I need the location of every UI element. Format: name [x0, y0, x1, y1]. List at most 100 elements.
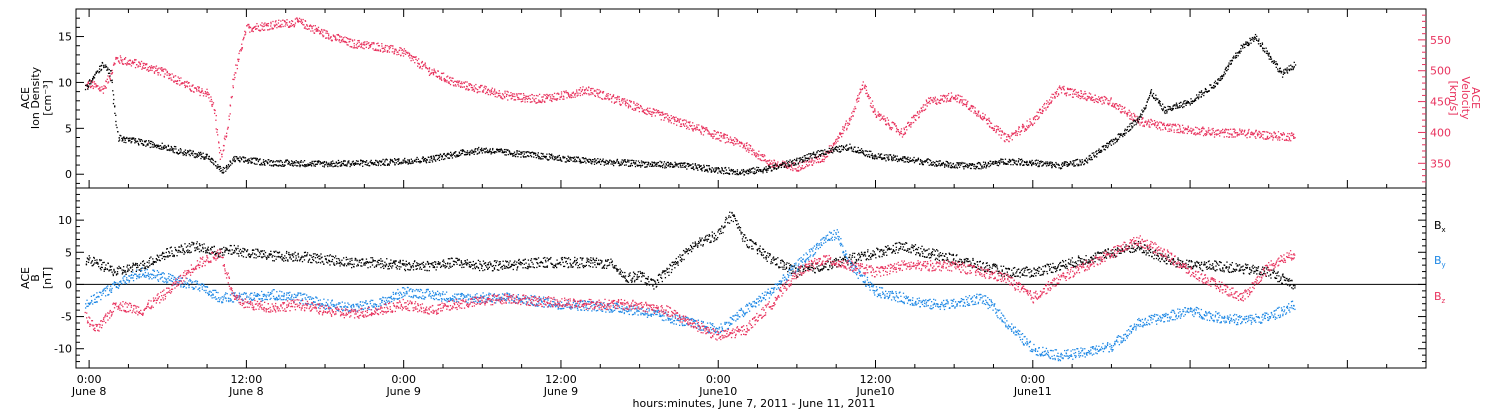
density-point — [752, 172, 755, 174]
density-point — [538, 156, 540, 158]
velocity-point — [1001, 130, 1003, 132]
velocity-point — [326, 32, 329, 34]
velocity-point — [357, 40, 359, 42]
density-point — [121, 140, 123, 142]
density-point — [177, 153, 179, 155]
velocity-point — [261, 25, 263, 27]
velocity-point — [568, 95, 570, 97]
velocity-point — [155, 65, 158, 67]
velocity-point — [353, 39, 356, 41]
velocity-point — [407, 52, 409, 55]
velocity-point — [627, 107, 630, 109]
density-point — [695, 165, 697, 167]
velocity-point — [731, 142, 734, 144]
density-point — [1166, 110, 1168, 113]
velocity-point — [563, 90, 565, 93]
velocity-point — [678, 121, 680, 123]
velocity-point — [426, 68, 429, 70]
density-point — [185, 153, 187, 155]
velocity-point — [599, 90, 602, 92]
density-point — [636, 164, 638, 166]
density-point — [889, 154, 892, 156]
velocity-point — [1149, 126, 1151, 128]
velocity-point — [1186, 128, 1189, 131]
density-point — [415, 161, 418, 163]
density-point — [407, 163, 409, 165]
velocity-point — [1207, 131, 1210, 133]
density-point — [582, 161, 585, 164]
density-point — [848, 147, 850, 149]
velocity-point — [1272, 135, 1274, 137]
velocity-point — [936, 102, 938, 104]
density-point — [720, 170, 722, 172]
density-point — [778, 165, 780, 167]
velocity-point — [734, 137, 736, 139]
density-point — [1020, 163, 1022, 165]
density-point — [1186, 101, 1188, 104]
velocity-point — [416, 65, 419, 67]
velocity-point — [177, 79, 179, 82]
density-point — [678, 162, 680, 165]
velocity-point — [522, 92, 525, 95]
velocity-point — [601, 98, 603, 100]
density-point — [793, 158, 796, 161]
density-point — [393, 158, 396, 160]
density-point — [625, 161, 627, 164]
velocity-point — [344, 41, 346, 44]
density-point — [441, 158, 443, 160]
velocity-point — [89, 80, 92, 82]
density-point — [961, 163, 963, 165]
velocity-point — [625, 102, 627, 104]
density-point — [927, 161, 929, 164]
velocity-point — [895, 125, 897, 127]
velocity-point — [469, 83, 471, 85]
velocity-point — [1227, 132, 1229, 134]
velocity-point — [827, 152, 830, 154]
velocity-point — [1055, 92, 1057, 94]
density-point — [477, 152, 479, 155]
density-point — [952, 165, 954, 168]
density-point — [478, 152, 481, 154]
velocity-point — [891, 127, 894, 129]
density-point — [173, 145, 176, 148]
velocity-point — [694, 127, 696, 129]
velocity-point — [458, 80, 461, 82]
density-point — [745, 170, 748, 172]
velocity-point — [630, 100, 633, 103]
density-point — [216, 167, 218, 169]
density-point — [1153, 97, 1155, 100]
velocity-point — [745, 147, 747, 150]
velocity-point — [1213, 136, 1216, 138]
density-point — [714, 170, 717, 172]
density-point — [756, 166, 758, 169]
velocity-point — [878, 115, 881, 117]
velocity-point — [323, 35, 325, 37]
density-point — [188, 150, 190, 152]
velocity-point — [201, 90, 204, 92]
velocity-point — [929, 97, 931, 100]
density-point — [929, 160, 932, 162]
velocity-point — [235, 72, 237, 74]
velocity-point — [166, 74, 168, 76]
velocity-point — [1289, 133, 1291, 135]
velocity-point — [673, 116, 676, 119]
velocity-point — [1177, 131, 1180, 134]
density-point — [1109, 140, 1111, 143]
density-point — [1015, 163, 1017, 165]
density-point — [774, 163, 777, 165]
velocity-point — [687, 126, 689, 129]
velocity-point — [905, 125, 908, 128]
density-point — [285, 159, 288, 161]
density-point — [1018, 158, 1020, 160]
density-point — [105, 66, 108, 68]
density-point — [291, 164, 293, 167]
velocity-point — [503, 95, 506, 98]
velocity-point — [282, 19, 284, 21]
velocity-point — [505, 95, 508, 97]
velocity-point — [623, 98, 626, 100]
velocity-point — [321, 29, 323, 31]
velocity-point — [316, 28, 319, 30]
density-point — [567, 160, 570, 162]
velocity-point — [1205, 133, 1207, 135]
density-point — [206, 153, 208, 156]
